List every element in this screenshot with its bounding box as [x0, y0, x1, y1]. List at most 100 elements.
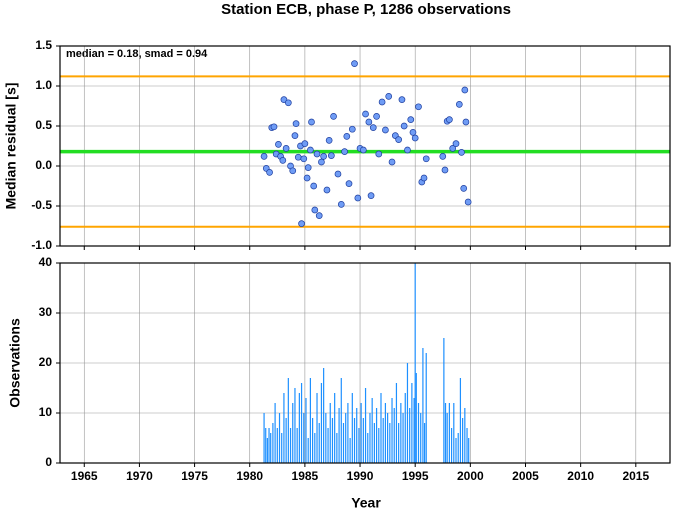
- bar: [373, 423, 375, 463]
- bar: [393, 408, 395, 463]
- plot-frame: [59, 262, 671, 464]
- bar: [423, 423, 426, 463]
- y-tick-label: 1.0: [35, 78, 52, 92]
- data-point: [270, 123, 278, 131]
- data-point: [279, 157, 287, 164]
- data-point: [320, 153, 327, 160]
- y-tick-label: 0.0: [35, 158, 52, 172]
- bar: [305, 398, 307, 463]
- data-point: [409, 129, 417, 136]
- data-point: [348, 125, 356, 133]
- chart-title: Station ECB, phase P, 1286 observations: [221, 1, 511, 18]
- bar: [283, 393, 285, 463]
- data-point: [275, 141, 282, 148]
- annotation: median = 0.18, smad = 0.94: [66, 48, 208, 60]
- y-axis-label: Observations: [7, 318, 23, 408]
- data-point: [307, 146, 314, 154]
- bar: [334, 393, 336, 463]
- data-point: [334, 170, 342, 178]
- bar: [325, 413, 327, 463]
- bar: [398, 423, 400, 463]
- data-point: [330, 113, 337, 120]
- bar: [349, 438, 351, 463]
- bar: [389, 423, 391, 463]
- data-point: [388, 158, 396, 166]
- data-point: [323, 186, 331, 194]
- bar: [444, 403, 447, 463]
- bar: [411, 383, 413, 463]
- bar: [425, 353, 427, 463]
- bar: [351, 393, 353, 463]
- data-point: [310, 182, 318, 190]
- bar: [364, 388, 367, 463]
- data-point: [337, 201, 345, 208]
- bar: [281, 433, 283, 463]
- bar: [457, 433, 459, 463]
- data-point: [313, 150, 321, 158]
- bar: [347, 403, 349, 463]
- bar: [387, 413, 389, 463]
- bar: [395, 383, 398, 463]
- data-point: [365, 118, 373, 126]
- bar: [462, 418, 464, 463]
- bar: [402, 413, 404, 463]
- bar: [464, 408, 466, 463]
- bar: [309, 378, 311, 463]
- data-point: [292, 120, 300, 127]
- bar: [414, 263, 416, 463]
- bar: [289, 428, 292, 463]
- data-point: [359, 146, 367, 154]
- data-point: [452, 140, 460, 147]
- bar: [380, 393, 382, 463]
- bar: [336, 433, 338, 463]
- bar: [384, 403, 387, 463]
- data-point: [328, 152, 335, 159]
- bar: [369, 413, 371, 463]
- bar: [382, 418, 384, 463]
- bar: [285, 418, 287, 463]
- x-tick-label: 1985: [292, 469, 319, 483]
- bar: [453, 403, 455, 463]
- bar: [422, 348, 424, 463]
- x-tick-label: 1995: [402, 469, 429, 483]
- bar: [303, 413, 305, 463]
- bar: [409, 408, 411, 463]
- data-point: [400, 122, 408, 130]
- bar: [391, 398, 393, 463]
- data-point: [318, 158, 325, 166]
- bar: [459, 378, 462, 463]
- bar: [327, 428, 329, 463]
- bar: [294, 388, 296, 463]
- data-point: [351, 60, 358, 67]
- data-point: [291, 132, 299, 139]
- data-point: [464, 198, 472, 206]
- y-tick-label: 20: [39, 355, 53, 369]
- y-tick-label: -0.5: [31, 198, 52, 212]
- data-point: [375, 150, 383, 158]
- y-tick-label: -1.0: [31, 238, 52, 252]
- data-point: [411, 134, 419, 142]
- data-point: [304, 164, 312, 171]
- bar: [371, 398, 373, 463]
- bar: [362, 418, 364, 463]
- bar: [415, 373, 417, 463]
- data-point: [398, 96, 406, 103]
- x-tick-label: 1970: [126, 469, 153, 483]
- x-tick-label: 1975: [181, 469, 208, 483]
- y-tick-label: 30: [39, 305, 53, 319]
- bar: [367, 433, 369, 463]
- bar: [329, 403, 331, 463]
- bar: [276, 428, 278, 463]
- x-axis-label: Year: [351, 495, 381, 511]
- y-tick-label: 10: [39, 405, 53, 419]
- bar: [320, 383, 323, 463]
- data-point: [382, 126, 389, 134]
- bar: [307, 438, 309, 463]
- bar: [314, 433, 316, 463]
- bar: [353, 418, 356, 463]
- y-tick-label: 40: [39, 255, 53, 269]
- bar: [323, 368, 325, 463]
- data-point: [260, 153, 268, 160]
- bar: [274, 403, 276, 463]
